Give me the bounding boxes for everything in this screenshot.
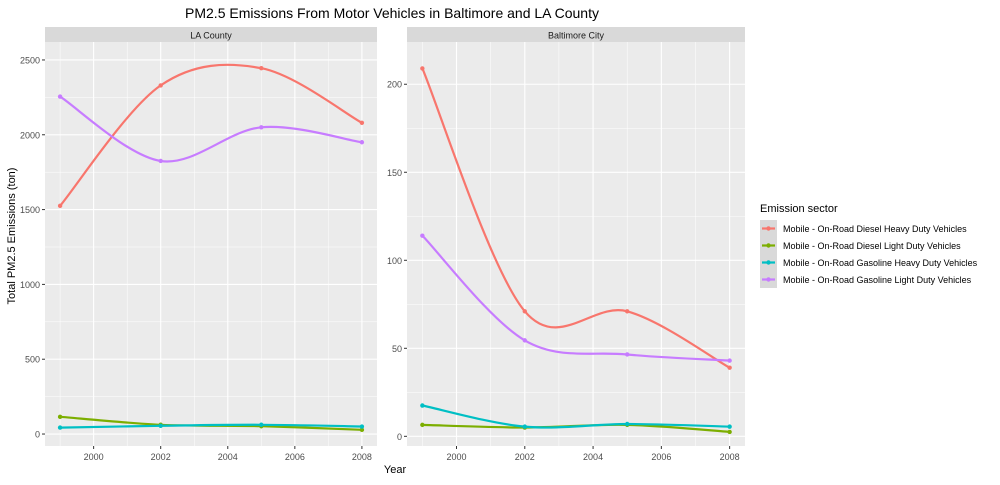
legend: Emission sector Mobile - On-Road Diesel … xyxy=(760,203,978,288)
gridlines xyxy=(407,42,745,446)
legend-entry-mobile-on-road-gasoline-heavy-duty-vehicles: Mobile - On-Road Gasoline Heavy Duty Veh… xyxy=(760,254,978,271)
data-point xyxy=(727,365,732,370)
x-axis-title: Year xyxy=(384,464,407,476)
data-point xyxy=(259,422,264,427)
data-point xyxy=(420,66,425,71)
x-tick-label: 2000 xyxy=(446,452,466,462)
data-point xyxy=(522,338,527,343)
data-point xyxy=(259,125,264,130)
axes: 0 500 1000 1500 2000 2500 2000 2002 2004 2006 2008 xyxy=(20,55,372,462)
data-point xyxy=(420,403,425,408)
data-point xyxy=(259,65,264,71)
x-tick-label: 2006 xyxy=(285,452,305,462)
data-point xyxy=(57,425,63,430)
data-point xyxy=(359,120,365,126)
y-tick-label: 1000 xyxy=(20,280,40,290)
panel-la-county: LA County 0 500 1000 1500 2000 2500 2000 2002 200… xyxy=(20,27,377,462)
x-tick-label: 2004 xyxy=(583,452,603,462)
panel-background xyxy=(407,42,745,446)
facet-strip xyxy=(45,27,377,42)
y-tick-label: 1500 xyxy=(20,205,40,215)
data-point xyxy=(359,424,365,429)
y-tick-label: 100 xyxy=(387,256,402,266)
data-point xyxy=(522,424,527,429)
data-point xyxy=(158,423,163,428)
facet-strip-label: LA County xyxy=(190,31,232,41)
data-point xyxy=(727,429,732,435)
data-point xyxy=(359,427,365,433)
legend-entry-mobile-on-road-gasoline-light-duty-vehicles: Mobile - On-Road Gasoline Light Duty Veh… xyxy=(760,271,972,288)
series-line-mobile-on-road-diesel-heavy-duty-vehicles xyxy=(59,63,363,207)
data-point xyxy=(625,352,630,357)
series-line-mobile-on-road-gasoline-heavy-duty-vehicles xyxy=(59,423,363,429)
data-point xyxy=(359,140,365,145)
legend-entry-mobile-on-road-diesel-light-duty-vehicles: Mobile - On-Road Diesel Light Duty Vehic… xyxy=(760,237,961,254)
data-point xyxy=(625,421,630,427)
y-tick-label: 200 xyxy=(387,80,402,90)
x-tick-label: 2008 xyxy=(352,452,372,462)
facet-strip-label: Baltimore City xyxy=(548,31,605,41)
x-tick-label: 2002 xyxy=(515,452,535,462)
legend-label: Mobile - On-Road Gasoline Heavy Duty Veh… xyxy=(783,258,978,268)
legend-label: Mobile - On-Road Gasoline Light Duty Veh… xyxy=(783,275,972,285)
data-point xyxy=(522,309,527,314)
data-point xyxy=(57,94,63,99)
data-point xyxy=(625,309,630,314)
series-group xyxy=(420,66,732,435)
x-tick-label: 2000 xyxy=(84,452,104,462)
series-line-mobile-on-road-gasoline-light-duty-vehicles xyxy=(421,234,731,362)
y-tick-label: 0 xyxy=(35,430,40,440)
data-point xyxy=(158,83,163,88)
y-tick-label: 0 xyxy=(397,432,402,442)
series-group xyxy=(57,63,365,433)
panel-baltimore-city: Baltimore City 0 50 100 150 200 2000 2002 2004 20… xyxy=(387,27,745,462)
y-tick-label: 2000 xyxy=(20,130,40,140)
data-point xyxy=(727,424,732,429)
series-line-mobile-on-road-diesel-heavy-duty-vehicles xyxy=(421,67,731,369)
data-point xyxy=(57,414,63,420)
x-tick-label: 2002 xyxy=(151,452,171,462)
legend-key-point xyxy=(766,260,771,265)
x-tick-label: 2004 xyxy=(218,452,238,462)
panel-background xyxy=(45,42,377,446)
data-point xyxy=(158,158,163,164)
data-point xyxy=(420,422,425,428)
data-point xyxy=(420,233,425,238)
data-point xyxy=(57,203,63,209)
legend-key-point xyxy=(766,243,771,248)
legend-entry-mobile-on-road-diesel-heavy-duty-vehicles: Mobile - On-Road Diesel Heavy Duty Vehic… xyxy=(760,220,967,237)
legend-label: Mobile - On-Road Diesel Heavy Duty Vehic… xyxy=(783,224,967,234)
data-point xyxy=(727,358,732,363)
legend-title: Emission sector xyxy=(760,203,838,215)
y-tick-label: 2500 xyxy=(20,55,40,65)
axes: 0 50 100 150 200 2000 2002 2004 2006 2008 xyxy=(387,80,740,462)
y-tick-label: 150 xyxy=(387,168,402,178)
series-line-mobile-on-road-gasoline-light-duty-vehicles xyxy=(59,95,363,163)
legend-label: Mobile - On-Road Diesel Light Duty Vehic… xyxy=(783,241,961,251)
series-line-mobile-on-road-gasoline-heavy-duty-vehicles xyxy=(421,404,731,429)
legend-entries: Mobile - On-Road Diesel Heavy Duty Vehic… xyxy=(760,220,978,288)
facet-strip xyxy=(407,27,745,42)
chart-title: PM2.5 Emissions From Motor Vehicles in B… xyxy=(185,5,599,21)
x-tick-label: 2006 xyxy=(651,452,671,462)
legend-key-point xyxy=(766,277,771,282)
gridlines xyxy=(45,42,377,446)
legend-key-point xyxy=(766,226,771,231)
y-axis-title: Total PM2.5 Emissions (ton) xyxy=(6,168,18,305)
x-tick-label: 2008 xyxy=(720,452,740,462)
y-tick-label: 50 xyxy=(392,344,402,354)
y-tick-label: 500 xyxy=(25,355,40,365)
